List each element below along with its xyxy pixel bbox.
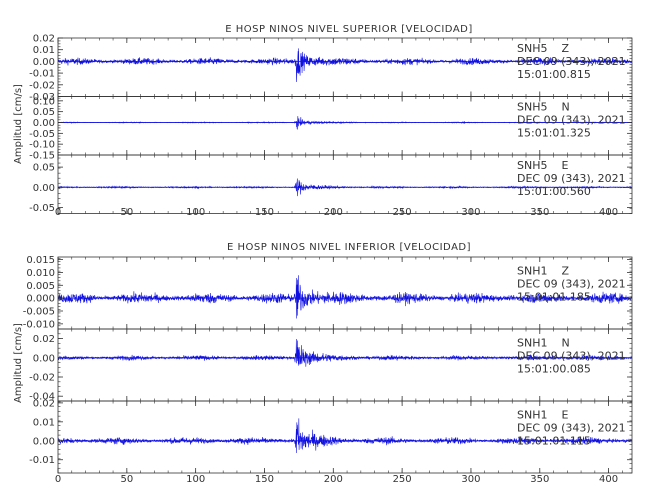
y-tick-label: -0.005 [23, 307, 55, 318]
x-tick-label: 300 [461, 207, 480, 218]
record-time: 15:01:00.815 [517, 68, 591, 81]
record-date: DEC 09 (343), 2021 [517, 55, 626, 68]
record-date: DEC 09 (343), 2021 [517, 421, 626, 434]
record-time: 15:01:00.085 [517, 362, 591, 375]
station-code: SNH5 [517, 42, 547, 55]
x-tick-label: 150 [255, 474, 274, 485]
station-component-label: SNH5 E [517, 159, 568, 172]
y-tick-label: 0.02 [33, 34, 55, 45]
y-tick-label: 0.010 [26, 268, 55, 279]
trace-snh1-z [58, 275, 632, 319]
y-tick-label: 0.01 [33, 417, 55, 428]
record-time: 15:01:01.325 [517, 127, 591, 140]
y-tick-label: 0.01 [33, 45, 55, 56]
y-tick-label: -0.15 [29, 151, 55, 162]
y-tick-label: -0.01 [29, 69, 55, 80]
x-tick-label: 100 [186, 207, 205, 218]
y-tick-label: -0.02 [29, 80, 55, 91]
y-tick-label: 0.02 [33, 334, 55, 345]
y-tick-label: 0.10 [33, 96, 55, 107]
x-tick-label: 50 [120, 207, 133, 218]
trace-layer [58, 48, 632, 454]
y-tick-label: -0.03 [29, 92, 55, 103]
x-tick-label: 100 [186, 474, 205, 485]
x-tick-label: 0 [55, 474, 61, 485]
y-tick-label: 0.05 [33, 107, 55, 118]
y-tick-label: 0.05 [33, 163, 55, 174]
station-code: SNH5 [517, 159, 547, 172]
record-time: 15:01:00.560 [517, 185, 591, 198]
station-component-label: SNH1 Z [517, 264, 569, 277]
x-tick-label: 250 [393, 207, 412, 218]
chart-title: E HOSP NINOS NIVEL SUPERIOR [VELOCIDAD] [225, 24, 473, 35]
chart-title: E HOSP NINOS NIVEL INFERIOR [VELOCIDAD] [227, 242, 471, 253]
y-tick-label: 0.00 [33, 436, 55, 447]
station-component-label: SNH5 Z [517, 42, 569, 55]
record-date: DEC 09 (343), 2021 [517, 114, 626, 127]
y-tick-label: -0.05 [29, 203, 55, 214]
station-component-label: SNH1 N [517, 336, 570, 349]
y-tick-label: 0.015 [26, 255, 55, 266]
record-date: DEC 09 (343), 2021 [517, 277, 626, 290]
y-tick-label: 0.00 [33, 118, 55, 129]
station-component-label: SNH5 N [517, 101, 570, 114]
station-code: SNH1 [517, 336, 547, 349]
x-tick-label: 350 [530, 474, 549, 485]
axes-layer [57, 37, 633, 474]
x-tick-label: 0 [55, 207, 61, 218]
component-code: E [561, 408, 568, 421]
component-code: Z [561, 42, 569, 55]
y-tick-label: 0.000 [26, 294, 55, 305]
station-component-label: SNH1 E [517, 408, 568, 421]
y-tick-label: -0.01 [29, 455, 55, 466]
y-tick-label: -0.02 [29, 373, 55, 384]
y-tick-label: 0.00 [33, 183, 55, 194]
component-code: N [561, 101, 569, 114]
y-tick-label: 0.00 [33, 353, 55, 364]
record-date: DEC 09 (343), 2021 [517, 349, 626, 362]
y-tick-label: -0.05 [29, 129, 55, 140]
text-layer: E HOSP NINOS NIVEL SUPERIOR [VELOCIDAD] A… [13, 24, 626, 485]
x-tick-label: 400 [599, 474, 618, 485]
x-tick-label: 350 [530, 207, 549, 218]
station-code: SNH1 [517, 264, 547, 277]
record-date: DEC 09 (343), 2021 [517, 172, 626, 185]
station-code: SNH1 [517, 408, 547, 421]
y-tick-label: 0.02 [33, 398, 55, 409]
y-tick-label: -0.010 [23, 319, 55, 330]
y-axis-label: Amplitud [cm/s] [13, 323, 24, 403]
x-tick-label: 400 [599, 207, 618, 218]
station-code: SNH5 [517, 101, 547, 114]
y-tick-label: -0.10 [29, 140, 55, 151]
x-tick-label: 200 [324, 207, 343, 218]
x-tick-label: 200 [324, 474, 343, 485]
x-tick-label: 300 [461, 474, 480, 485]
panel-frame [57, 154, 633, 214]
x-tick-label: 250 [393, 474, 412, 485]
component-code: N [561, 336, 569, 349]
component-code: Z [561, 264, 569, 277]
x-tick-label: 150 [255, 207, 274, 218]
record-time: 15:01:01.115 [517, 434, 591, 447]
y-tick-label: -0.04 [29, 392, 55, 403]
y-tick-label: 0.00 [33, 57, 55, 68]
y-axis-label: Amplitud [cm/s] [13, 84, 24, 164]
record-time: 15:01:01.185 [517, 290, 591, 303]
x-tick-label: 50 [120, 474, 133, 485]
y-tick-label: 0.005 [26, 281, 55, 292]
panel-frame [57, 400, 633, 474]
component-code: E [561, 159, 568, 172]
